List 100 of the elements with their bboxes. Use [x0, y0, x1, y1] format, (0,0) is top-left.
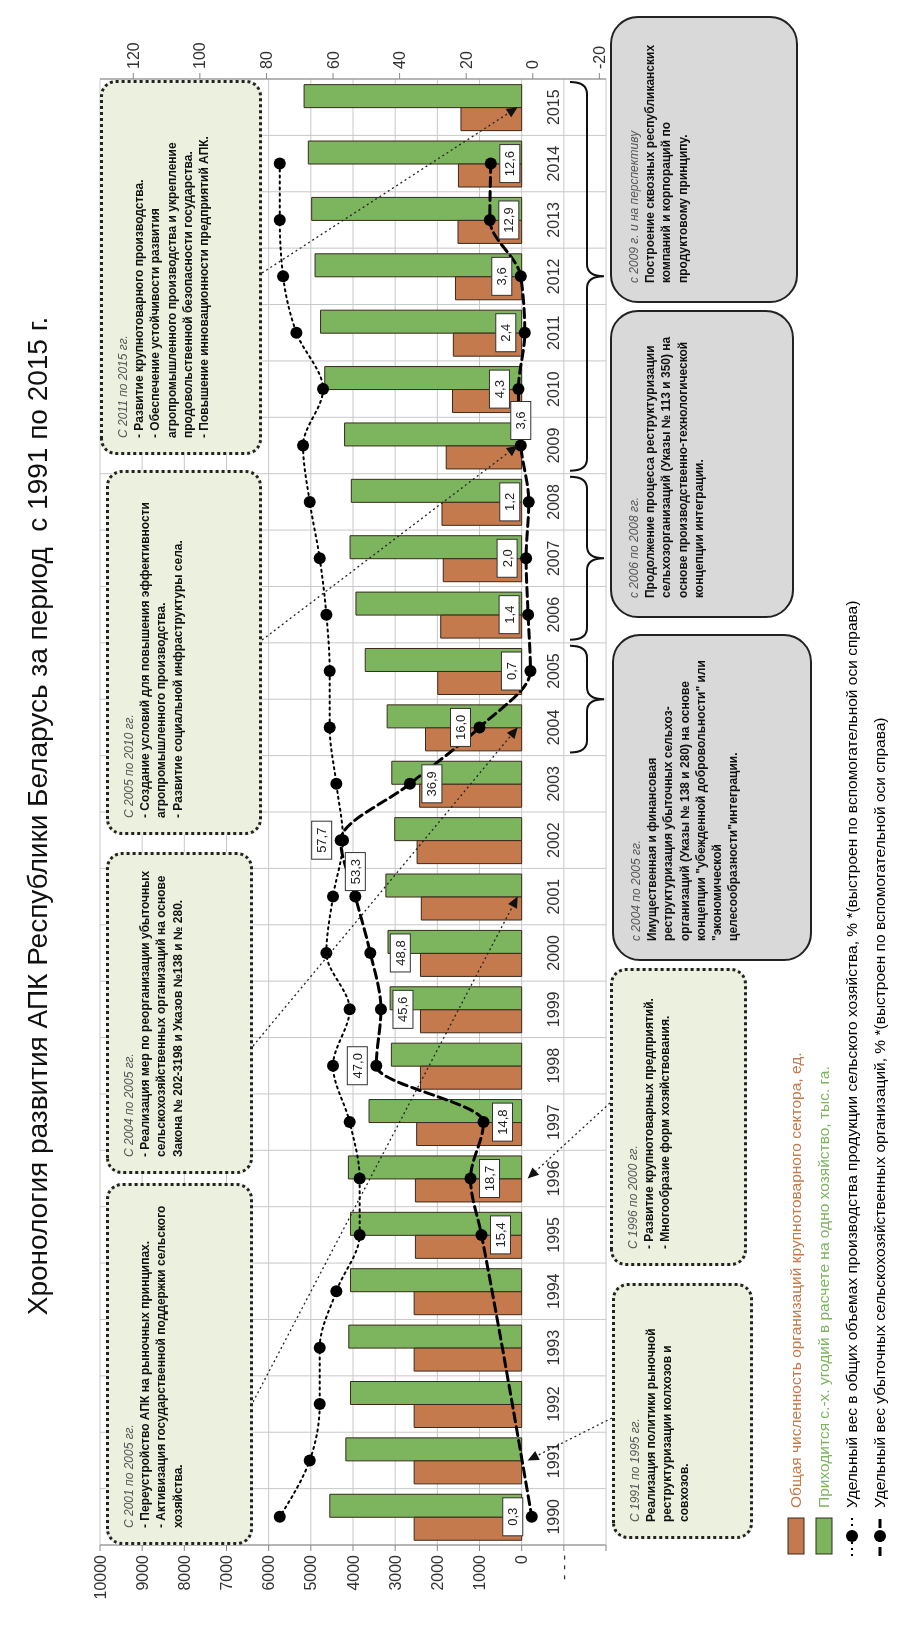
data-label: 4,3 [491, 380, 507, 399]
point [518, 326, 531, 339]
point [353, 1228, 366, 1241]
point [483, 213, 496, 226]
data-label: 3,6 [513, 411, 529, 430]
y-tick-label: 2011 [545, 315, 563, 350]
x-tick-label: 10000 [91, 1554, 109, 1600]
annotation: С 2011 по 2015 гг. - Развитие крупнотоварного производства. - Обеспечение устойчивости развития агропромышленного производства и укрепление продовольственной безопасности государства. - Повышение инновационности предприятий АПК. [115, 135, 212, 438]
y-tick-label: 2005 [545, 653, 563, 689]
data-label: 3,6 [494, 267, 510, 286]
text: Хронология развития АПК Республики Беларусь за период с 1991 по 2015 г. [22, 315, 54, 1318]
point [525, 1510, 538, 1523]
y-tick-label: 1995 [545, 1216, 563, 1253]
data-label: 53,3 [347, 858, 363, 885]
point [303, 1454, 316, 1467]
point [522, 608, 535, 621]
point [374, 1003, 387, 1016]
x-tick-label: 1000 [471, 1554, 488, 1591]
callout-box: с 2009 г. и на перспективу Построение сквозных республиканских компаний и корпораций по продуктовому принципу. [610, 16, 798, 303]
point [522, 495, 535, 508]
x-tick-label: 7000 [218, 1554, 235, 1591]
data-label: 36,9 [424, 771, 440, 797]
data-label: 12,6 [502, 150, 518, 177]
point [320, 946, 333, 959]
point [303, 495, 316, 508]
y-tick-label: 1993 [545, 1329, 563, 1366]
y-tick-label: 2002 [545, 822, 563, 858]
x-tick-label: 6000 [260, 1554, 278, 1591]
data-label: 1,2 [502, 492, 518, 511]
callout-box: С 2004 по 2005 гг. - Реализация мер по реорганизации убыточных сельскохозяйственных организаций на основе Закона № 202-3198 и Указов №138 и № 280. [106, 852, 253, 1174]
x2-tick-label: -20 [590, 45, 608, 69]
point [290, 326, 303, 339]
callout-box: С 2005 по 2010 гг. - Создание условий для повышения эффективности агропромышленного производства. - Развитие социальной инфраструктуры села. [106, 470, 262, 835]
point [330, 777, 343, 790]
point [323, 665, 336, 678]
y-tick-label: 2012 [545, 258, 563, 295]
x2-tick-label: 100 [191, 42, 209, 69]
point [464, 1172, 477, 1185]
y-tick-label: 1999 [545, 991, 563, 1028]
y-tick-label: 1996 [545, 1160, 563, 1197]
y-tick-label: 1990 [545, 1498, 563, 1535]
point [327, 1059, 340, 1072]
annotation: С 2004 по 2005 гг. - Реализация мер по реорганизации убыточных сельскохозяйственных организаций на основе Закона № 202-3198 и Указов №138 и № 280. [121, 869, 186, 1157]
y-tick-label: 2006 [545, 596, 563, 633]
data-label: 14,8 [494, 1109, 510, 1135]
y-tick-label: 1998 [545, 1047, 563, 1084]
point [353, 1172, 366, 1185]
x2-tick-label: 0 [524, 60, 542, 69]
text: Приходится с.-х. угодий в расчете на одно хозяйство, тыс. га. [815, 1066, 833, 1508]
point [512, 383, 525, 396]
point [514, 270, 527, 283]
y-tick-label: 2007 [545, 540, 563, 577]
point [477, 1116, 490, 1129]
point [313, 1398, 326, 1411]
x-tick-label: 8000 [175, 1554, 193, 1591]
point [273, 157, 286, 170]
data-label: 16,0 [453, 714, 468, 741]
y-tick-label: 2004 [545, 709, 563, 746]
x-tick-label: 2000 [428, 1554, 446, 1591]
x-tick-label: 3000 [386, 1554, 404, 1591]
point [317, 383, 330, 396]
y-tick-label: 1997 [545, 1104, 563, 1140]
x2-tick-label: 40 [391, 51, 409, 69]
data-label: 47,0 [349, 1053, 365, 1079]
point [370, 1059, 383, 1072]
x-tick-label: 4000 [344, 1554, 362, 1591]
data-label: 57,7 [314, 827, 330, 853]
annotation: С 2001 по 2005 гг. - Переустройство АПК на рыночных принципах. - Активизация государственной поддержки сельского хозяйства. [121, 1204, 186, 1528]
y-tick-label: 2000 [545, 935, 563, 971]
text: Удельный вес в общих объемах производства продукции сельского хозяйства, % *(выстроен по вспомогательной оси справа) [843, 600, 861, 1508]
data-label: 0,7 [503, 662, 519, 681]
point [323, 721, 336, 734]
point [273, 213, 286, 226]
y-tick-label: 1994 [545, 1273, 563, 1310]
x2-tick-label: 120 [124, 42, 142, 69]
x-tick-label: 0 [513, 1554, 531, 1564]
y-tick-label: 1991 [545, 1442, 563, 1479]
point [343, 1116, 356, 1129]
point [343, 1003, 356, 1016]
point [484, 157, 497, 170]
data-label: 2,0 [499, 549, 515, 568]
point [475, 1228, 488, 1241]
point [524, 665, 537, 678]
y-tick-label: 2015 [545, 89, 563, 125]
y-tick-label: 1992 [545, 1386, 563, 1422]
x2-tick-label: 20 [457, 51, 475, 69]
data-label: 18,7 [482, 1165, 498, 1192]
callout-box: С 2001 по 2005 гг. - Переустройство АПК на рыночных принципах. - Активизация государственной поддержки сельского хозяйства. [106, 1183, 253, 1545]
x-tick-label: - - - [555, 1555, 573, 1580]
point [313, 552, 326, 565]
x2-tick-label: 80 [257, 51, 275, 69]
callout-box: С 2011 по 2015 гг. - Развитие крупнотоварного производства. - Обеспечение устойчивости развития агропромышленного производства и укрепление продовольственной безопасности государства. - Повышение инновационности предприятий АПК. [100, 80, 262, 455]
point [297, 439, 310, 452]
data-label: 1,4 [501, 605, 517, 624]
y-tick-label: 2010 [545, 371, 563, 407]
point [473, 721, 486, 734]
text: Удельный вес убыточных сельскохозяйственных организаций, % *(выстроен по вспомогательной оси справа) [871, 717, 889, 1508]
data-label: 45,6 [395, 996, 411, 1022]
callout-box: с 2006 по 2008 гг. Продолжение процесса реструктуризации сельхозорганизаций (Указы № 113 и 350) на основе производственно-технологической концепции интеграции. [610, 310, 794, 618]
data-label: 12,9 [501, 207, 517, 233]
